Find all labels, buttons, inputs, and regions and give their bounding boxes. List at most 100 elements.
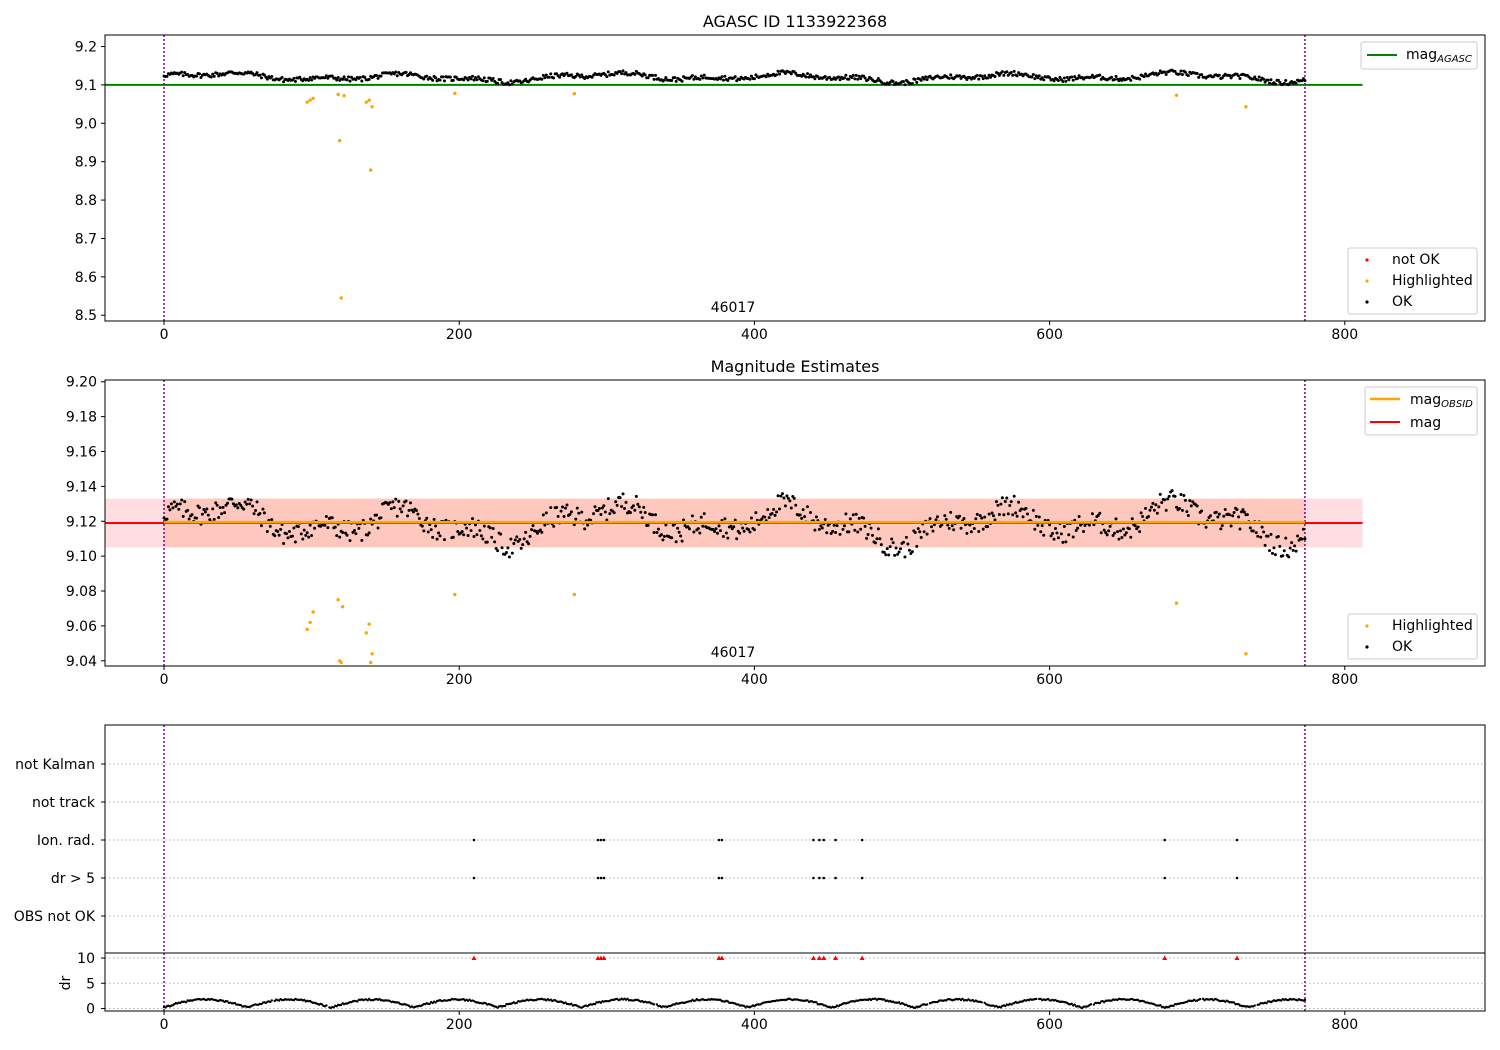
ok-point: [1049, 534, 1053, 538]
ok-point: [479, 534, 483, 538]
ok-point: [1288, 546, 1292, 550]
ok-point: [600, 506, 604, 510]
x-tick-label: 0: [160, 327, 169, 343]
ok-point: [922, 77, 926, 81]
ok-point: [876, 77, 880, 81]
highlighted-point: [1174, 601, 1179, 605]
ok-point: [773, 513, 777, 517]
ok-point: [310, 78, 314, 82]
ok-point: [422, 529, 426, 533]
flag-point: [834, 838, 837, 842]
ok-point: [893, 553, 897, 557]
x-tick-label: 200: [446, 327, 473, 343]
dr-point: [1089, 1003, 1093, 1006]
highlighted-point: [1244, 105, 1248, 109]
ok-point: [1222, 514, 1226, 518]
ok-point: [592, 512, 596, 516]
ok-point: [1006, 512, 1010, 516]
ok-point: [977, 77, 981, 81]
x-tick-label: 200: [446, 1017, 473, 1033]
ok-point: [825, 531, 829, 535]
ok-point: [901, 79, 905, 83]
flag-point: [860, 838, 864, 842]
ok-point: [624, 71, 628, 75]
ok-point: [282, 80, 286, 84]
ok-point: [1009, 71, 1013, 75]
ok-point: [1183, 70, 1187, 74]
ok-point: [943, 514, 947, 518]
dr-outlier-marker: [601, 955, 607, 961]
legend-ok: OK: [1392, 294, 1413, 310]
dr-point: [742, 1004, 746, 1008]
ok-point: [420, 524, 424, 528]
ok-point: [358, 75, 362, 79]
ok-point: [1012, 494, 1016, 498]
dr-point: [806, 999, 809, 1002]
ok-point: [899, 547, 903, 551]
ok-point: [806, 72, 810, 76]
ok-point: [679, 534, 683, 538]
ok-point: [524, 530, 528, 534]
ok-point: [1269, 78, 1273, 82]
flag-point: [599, 838, 603, 842]
ok-point: [857, 516, 861, 520]
ok-point: [491, 527, 495, 531]
ok-point: [952, 528, 956, 532]
ok-point: [856, 530, 860, 534]
ok-point: [1037, 515, 1041, 519]
ok-point: [674, 540, 678, 544]
ok-point: [510, 551, 514, 555]
ok-point: [478, 529, 482, 533]
ok-point: [441, 75, 445, 79]
ok-point: [738, 531, 742, 535]
flag-point: [818, 838, 821, 842]
ok-point: [472, 78, 476, 82]
ok-point: [310, 534, 314, 538]
ok-point: [1020, 507, 1024, 511]
ok-point: [620, 72, 624, 76]
ok-point: [949, 73, 953, 77]
ok-point: [543, 76, 547, 80]
ok-point: [654, 513, 658, 517]
ok-point: [282, 541, 286, 545]
ok-point: [873, 541, 877, 545]
ok-point: [1177, 507, 1181, 511]
ok-point: [1296, 534, 1300, 538]
highlighted-point: [368, 168, 373, 172]
ok-point: [301, 537, 305, 541]
ok-point: [482, 524, 486, 528]
ok-point: [664, 76, 668, 80]
ok-point: [618, 496, 622, 500]
ok-point: [251, 504, 255, 508]
highlighted-point: [572, 92, 577, 96]
ok-point: [989, 75, 993, 79]
ok-point: [1098, 511, 1102, 515]
ok-point: [369, 517, 373, 521]
ok-point: [1164, 508, 1168, 512]
ok-point: [983, 515, 987, 519]
panel2-frame: [104, 379, 1486, 667]
ok-point: [1031, 72, 1035, 76]
ok-point: [180, 70, 184, 74]
ok-point: [847, 77, 851, 81]
ok-point: [733, 518, 737, 522]
ok-point: [798, 513, 802, 517]
ok-point: [628, 511, 632, 515]
ok-point: [944, 517, 948, 521]
ok-point: [1253, 75, 1257, 79]
ok-point: [165, 74, 169, 78]
ok-point: [780, 492, 784, 496]
flag-point: [1235, 838, 1239, 842]
ok-point: [642, 505, 646, 509]
ok-point: [686, 525, 690, 529]
ok-point: [515, 535, 519, 539]
x-tick-label: 600: [1036, 672, 1063, 688]
dr-point: [503, 1004, 507, 1008]
flag-point: [717, 876, 721, 880]
ok-point: [258, 73, 262, 77]
highlighted-point: [367, 98, 371, 102]
ok-point: [829, 532, 833, 536]
ok-point: [1229, 76, 1233, 80]
ok-point: [760, 517, 764, 521]
ok-point: [993, 518, 997, 522]
